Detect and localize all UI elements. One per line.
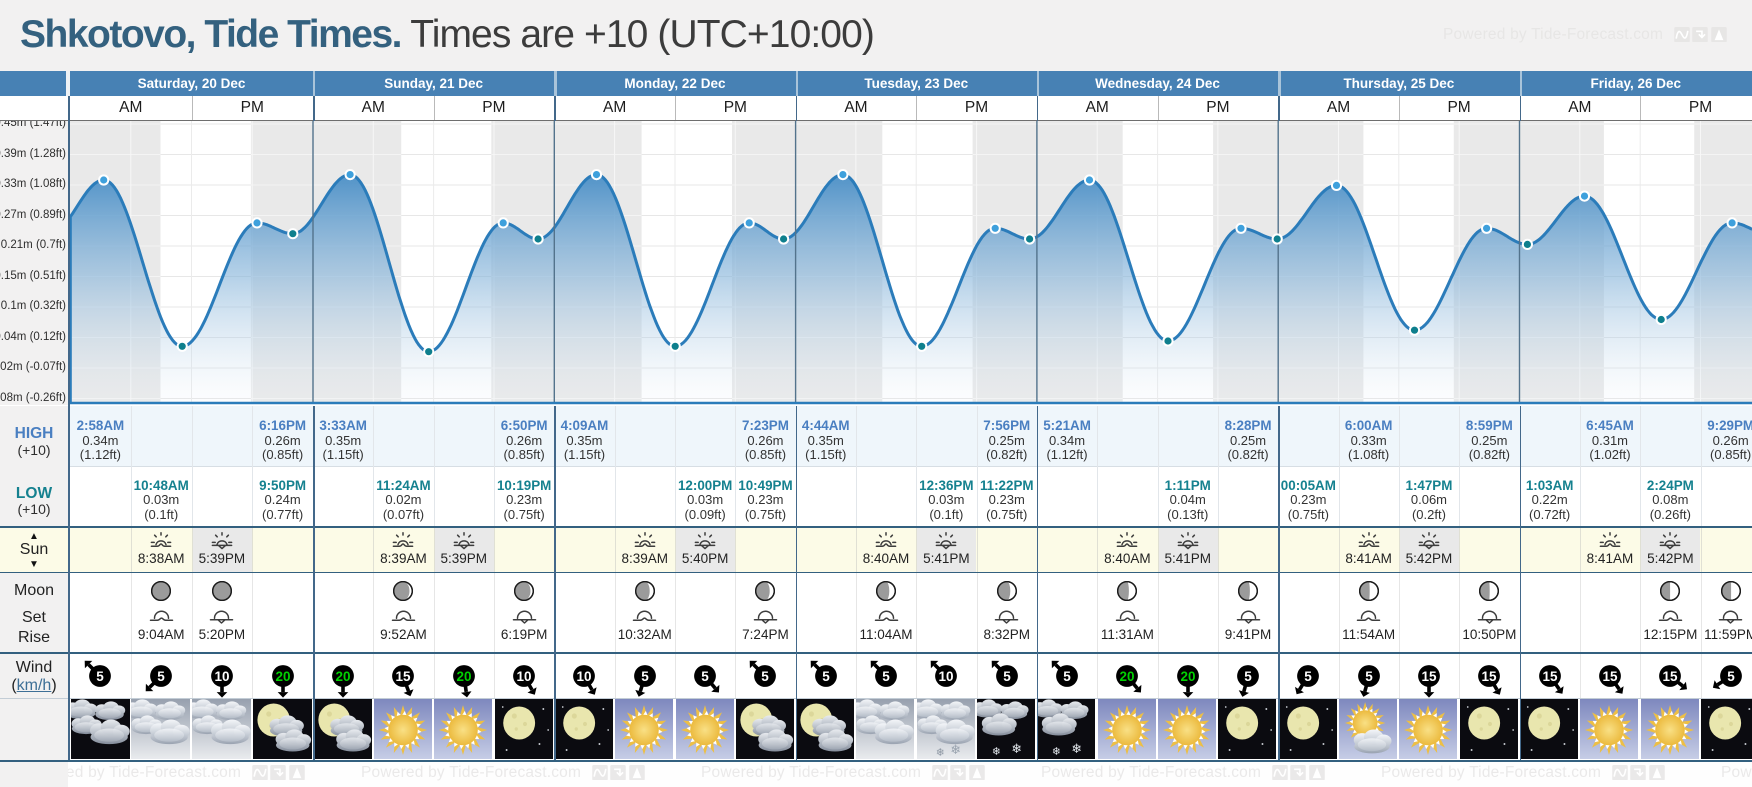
- svg-text:❄: ❄: [1072, 740, 1083, 755]
- svg-text:❄: ❄: [936, 746, 945, 758]
- svg-text:15: 15: [1482, 669, 1498, 684]
- svg-text:5: 5: [641, 669, 649, 684]
- svg-text:20: 20: [1180, 669, 1195, 684]
- svg-text:❄: ❄: [950, 741, 961, 756]
- svg-text:20: 20: [456, 669, 471, 684]
- svg-text:10: 10: [577, 669, 592, 684]
- svg-text:10: 10: [517, 669, 532, 684]
- svg-text:20: 20: [336, 669, 351, 684]
- svg-text:5: 5: [701, 669, 709, 684]
- svg-text:5: 5: [822, 669, 830, 684]
- svg-text:15: 15: [1421, 669, 1437, 684]
- svg-text:5: 5: [1305, 669, 1313, 684]
- svg-text:5: 5: [1244, 669, 1252, 684]
- svg-text:20: 20: [275, 669, 290, 684]
- svg-text:❄: ❄: [992, 745, 1001, 757]
- svg-text:5: 5: [762, 669, 770, 684]
- svg-text:10: 10: [939, 669, 954, 684]
- svg-text:15: 15: [396, 669, 412, 684]
- svg-text:5: 5: [1727, 669, 1735, 684]
- svg-text:5: 5: [1365, 669, 1373, 684]
- svg-text:15: 15: [1602, 669, 1618, 684]
- svg-text:10: 10: [214, 669, 229, 684]
- svg-text:❄: ❄: [1052, 745, 1061, 757]
- svg-text:20: 20: [1120, 669, 1135, 684]
- svg-text:5: 5: [157, 669, 165, 684]
- svg-text:15: 15: [1542, 669, 1558, 684]
- svg-text:5: 5: [1003, 669, 1011, 684]
- svg-text:5: 5: [882, 669, 890, 684]
- svg-text:5: 5: [1063, 669, 1071, 684]
- svg-text:❄: ❄: [1011, 740, 1022, 755]
- svg-text:5: 5: [97, 669, 105, 684]
- svg-text:15: 15: [1663, 669, 1679, 684]
